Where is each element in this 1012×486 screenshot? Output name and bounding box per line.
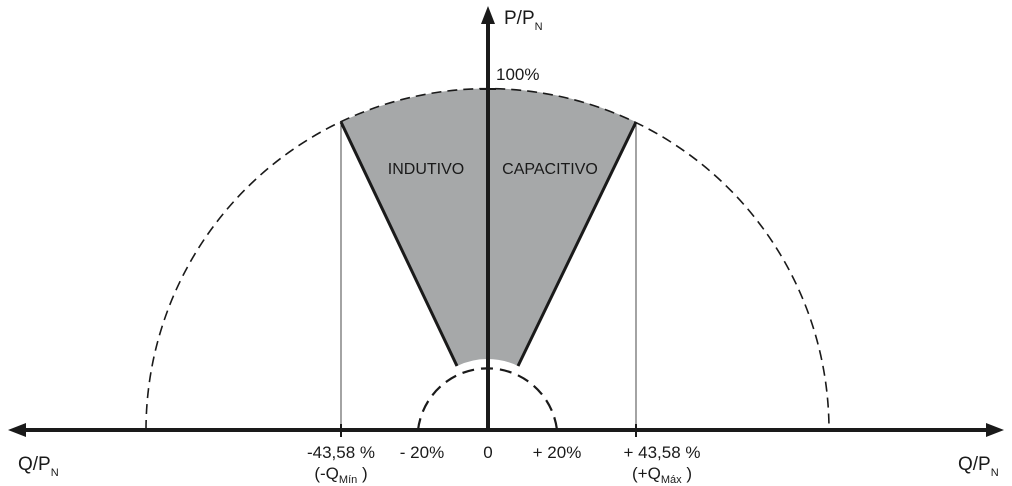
inductive-region-label: INDUTIVO xyxy=(388,161,464,178)
tick-label-neg-min: - 20% xyxy=(400,443,444,462)
capacitive-region-label: CAPACITIVO xyxy=(502,161,598,178)
q-max-label: (+QMáx ) xyxy=(632,464,692,486)
inductive-limit-line xyxy=(339,121,459,367)
x-axis-right-arrow xyxy=(986,423,1004,437)
q-min-label: (-QMín ) xyxy=(314,464,367,486)
top-value-label: 100% xyxy=(496,65,539,84)
tick-label-pos-max: + 43,58 % xyxy=(623,443,700,462)
capacitive-limit-line xyxy=(516,121,638,367)
y-axis-label: P/PN xyxy=(504,8,543,33)
y-axis-arrow xyxy=(481,6,495,24)
tick-label-pos-min: + 20% xyxy=(533,443,582,462)
tick-label-neg-max: -43,58 % xyxy=(307,443,375,462)
x-axis-label-right: Q/PN xyxy=(958,454,999,479)
tick-label-zero: 0 xyxy=(483,443,492,462)
x-axis-label-left: Q/PN xyxy=(18,454,59,479)
x-axis-left-arrow xyxy=(8,423,26,437)
